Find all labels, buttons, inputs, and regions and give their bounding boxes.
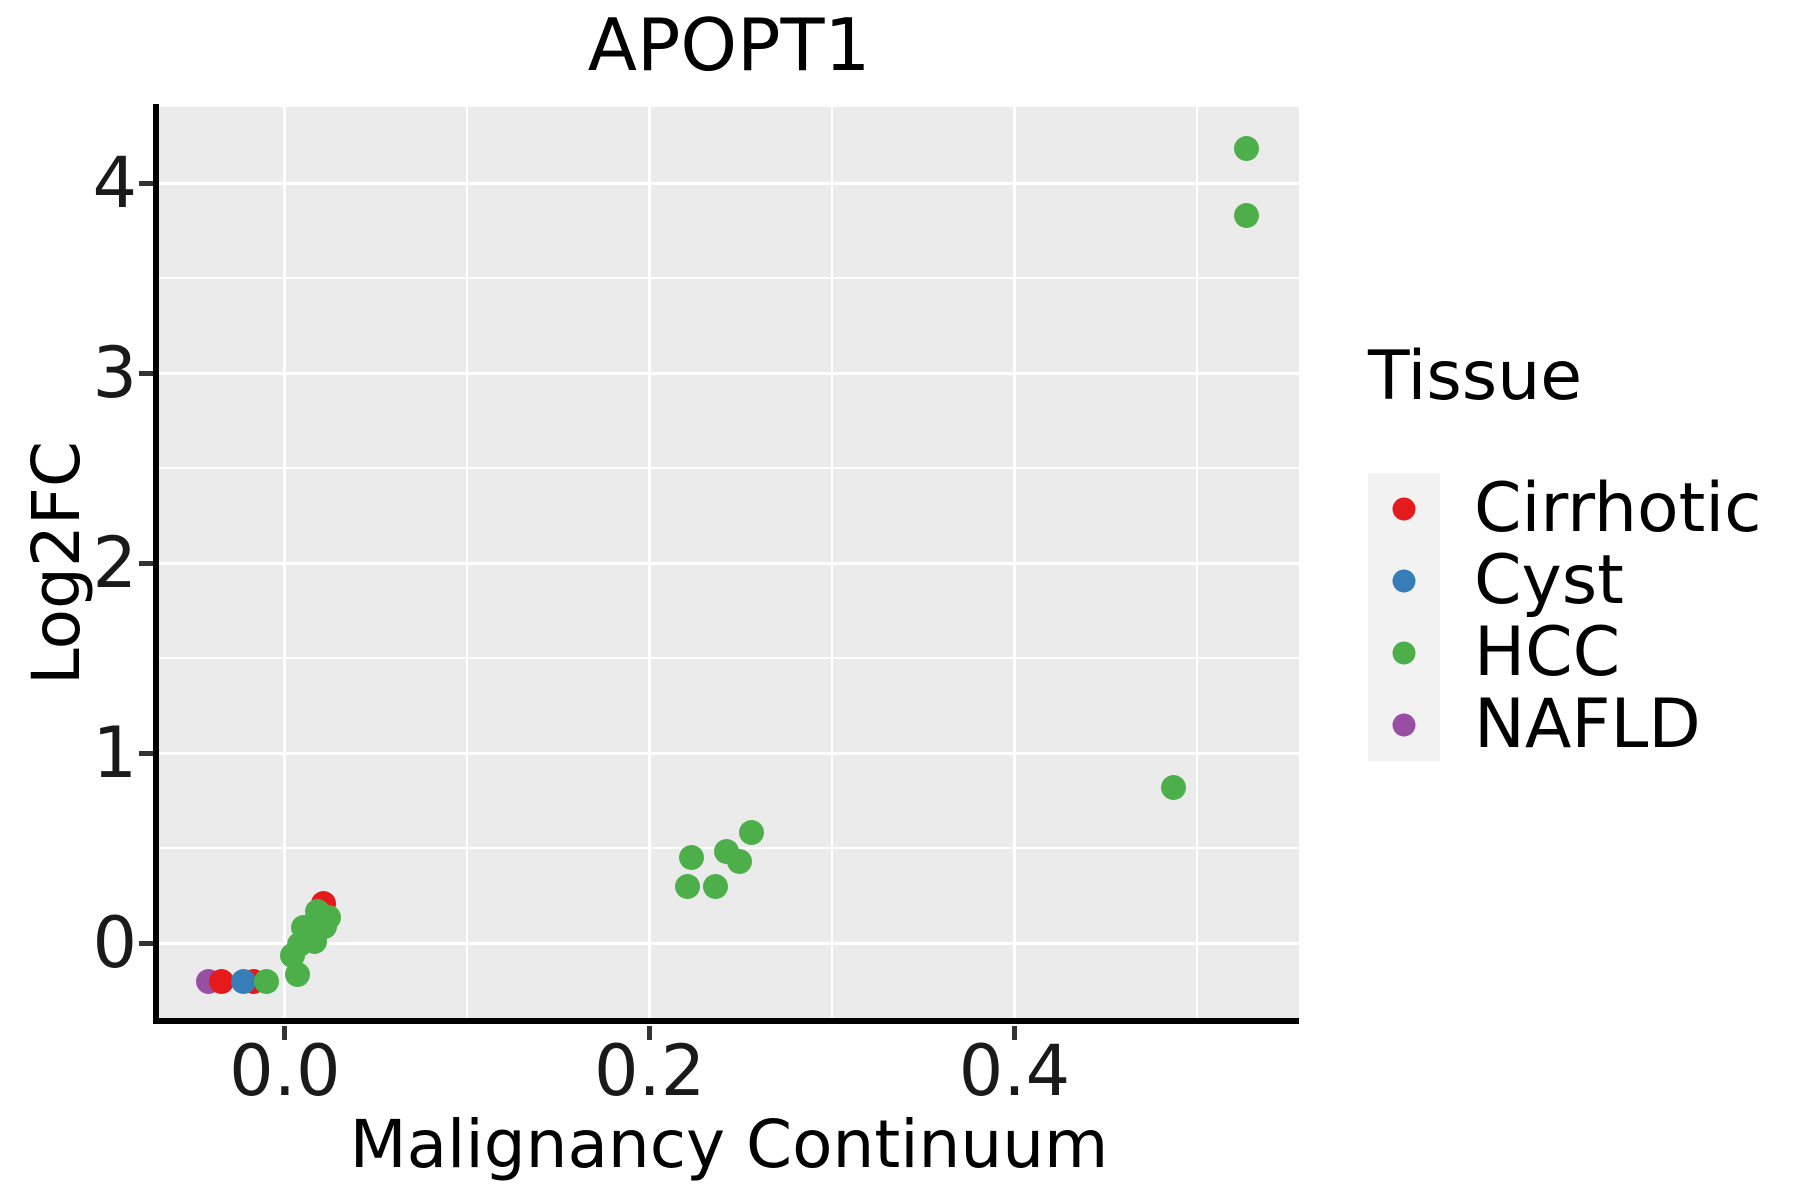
- x-tick-label: 0.0: [229, 1030, 341, 1112]
- data-point-cirrhotic: [208, 968, 234, 994]
- legend-title: Tissue: [1368, 337, 1583, 416]
- chart-title: APOPT1: [587, 3, 871, 87]
- data-point-hcc: [679, 845, 705, 871]
- legend-label: Cyst: [1474, 540, 1624, 620]
- data-point-hcc: [702, 873, 728, 899]
- legend-entry-cyst: Cyst: [1368, 540, 1762, 620]
- legend-label: HCC: [1474, 612, 1621, 692]
- data-point-hcc: [1160, 774, 1186, 800]
- y-major-gridline: [159, 181, 1299, 185]
- legend-key: [1368, 472, 1440, 545]
- legend-label: Cirrhotic: [1474, 468, 1762, 548]
- legend-entry-nafld: NAFLD: [1368, 684, 1762, 764]
- legend-dot-cirrhotic: [1392, 497, 1416, 521]
- data-point-hcc: [726, 848, 752, 874]
- legend-label: NAFLD: [1474, 684, 1701, 764]
- y-tick: [139, 940, 153, 946]
- legend-entry-cirrhotic: Cirrhotic: [1368, 468, 1762, 548]
- data-point-hcc: [739, 820, 765, 846]
- data-point-cyst: [231, 969, 257, 995]
- legend-dot-nafld: [1392, 713, 1416, 737]
- y-axis-title: Log2FC: [18, 441, 95, 685]
- x-axis-line: [153, 1018, 1299, 1024]
- y-major-gridline: [159, 941, 1299, 945]
- x-tick: [647, 1026, 653, 1040]
- y-tick-label: 4: [92, 142, 137, 224]
- y-tick-label: 0: [92, 902, 137, 985]
- y-minor-gridline: [159, 657, 1299, 660]
- y-major-gridline: [159, 561, 1299, 565]
- y-major-gridline: [159, 371, 1299, 375]
- y-axis-line: [153, 104, 159, 1023]
- y-tick: [139, 560, 153, 566]
- y-tick-label: 1: [92, 712, 137, 795]
- x-axis-title: Malignancy Continuum: [349, 1106, 1109, 1183]
- legend-entry-hcc: HCC: [1368, 612, 1762, 692]
- data-point-hcc: [1233, 136, 1259, 162]
- legend-key: [1368, 544, 1440, 617]
- data-point-hcc: [254, 968, 280, 994]
- legend-dot-hcc: [1392, 641, 1416, 665]
- y-tick: [139, 750, 153, 756]
- plot-panel: [159, 107, 1299, 1020]
- y-tick-label: 3: [92, 332, 137, 414]
- legend-entries: Cirrhotic Cyst HCC NAFLD: [1368, 468, 1762, 764]
- y-tick: [139, 370, 153, 376]
- legend-key: [1368, 616, 1440, 689]
- y-tick: [139, 180, 153, 186]
- data-point-hcc: [675, 873, 701, 899]
- legend-dot-cyst: [1392, 569, 1416, 593]
- y-major-gridline: [159, 751, 1299, 755]
- y-minor-gridline: [159, 277, 1299, 279]
- legend-key: [1368, 688, 1440, 761]
- x-tick: [1011, 1026, 1017, 1040]
- data-point-hcc: [1233, 202, 1259, 228]
- x-tick: [282, 1026, 288, 1040]
- x-tick-label: 0.4: [958, 1030, 1071, 1112]
- legend: Tissue Cirrhotic Cyst HCC NAFLD: [1368, 337, 1762, 764]
- y-tick-label: 2: [92, 522, 137, 605]
- y-minor-gridline: [159, 467, 1299, 470]
- data-point-hcc: [305, 899, 331, 925]
- x-tick-label: 0.2: [593, 1030, 706, 1112]
